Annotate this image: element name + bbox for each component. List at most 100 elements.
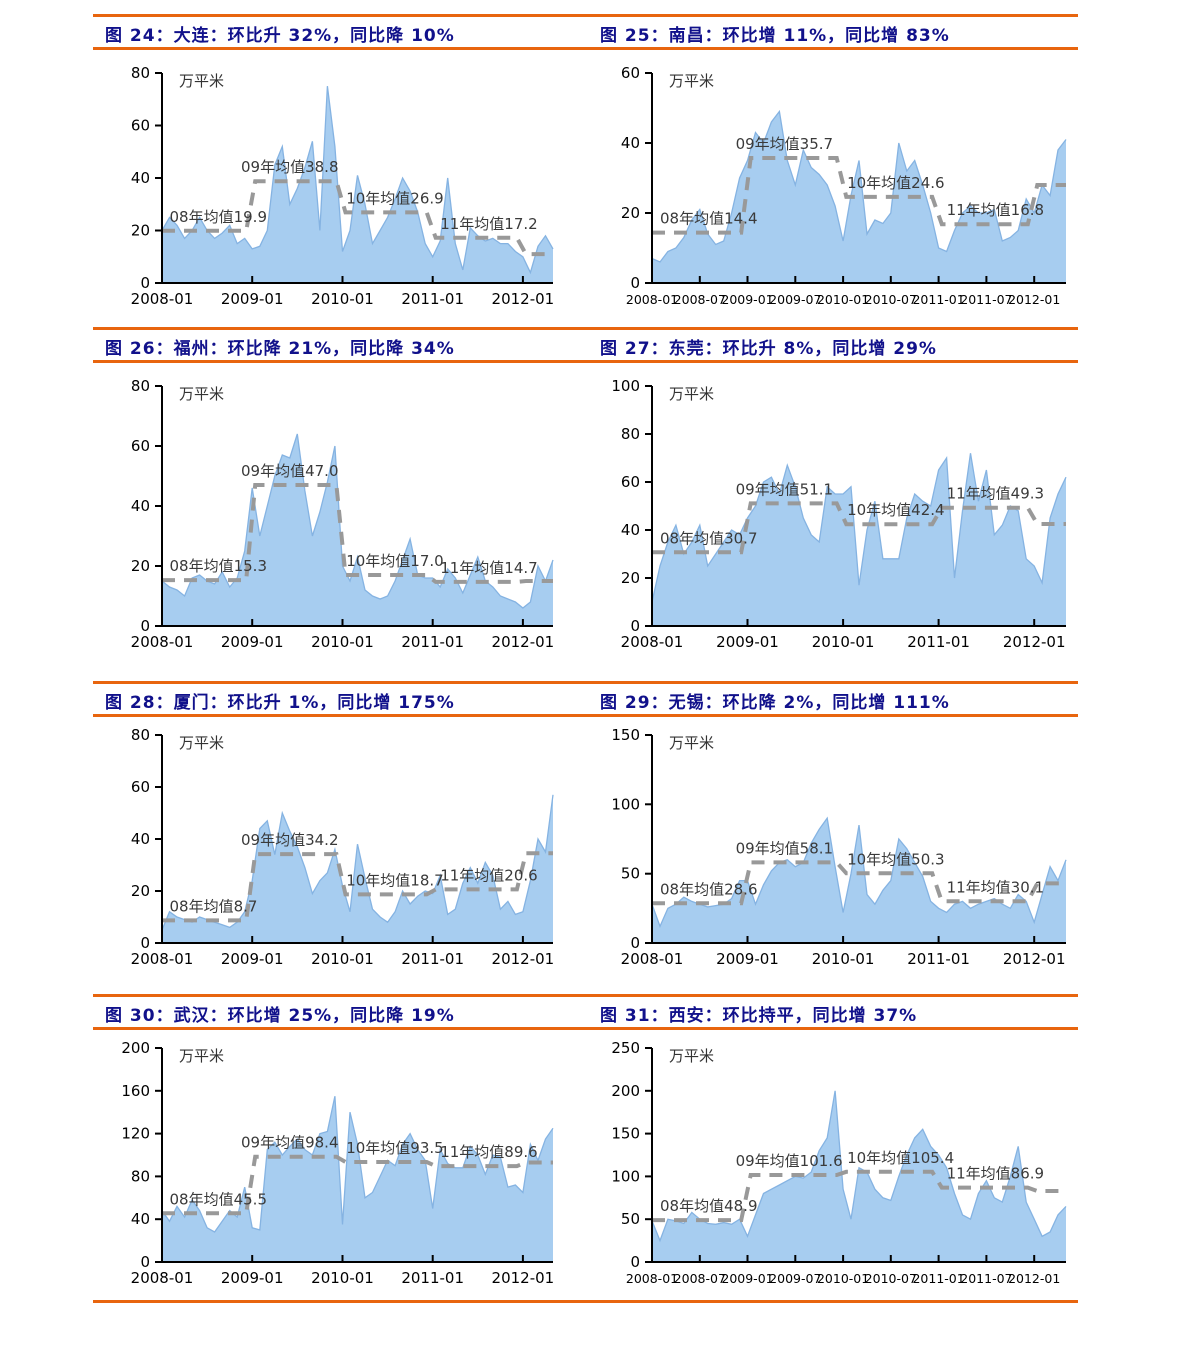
mean-annotation: 08年均值19.9 xyxy=(170,208,268,226)
chart-svg-fig31: 0 50 100 150 200 250 2008-012008-072009-012009… xyxy=(611,1039,1067,1286)
x-tick-label: 2012-01 xyxy=(1008,292,1060,307)
x-tick-label: 2012-01 xyxy=(1003,950,1066,968)
mean-annotation: 11年均值30.1 xyxy=(947,878,1045,896)
y-tick-label: 150 xyxy=(611,1125,640,1143)
x-tick-label: 2011-01 xyxy=(401,950,464,968)
bottom-rule xyxy=(93,1300,1078,1303)
y-tick-label: 150 xyxy=(611,726,640,744)
mean-annotation: 11年均值89.6 xyxy=(440,1143,538,1161)
x-tick-label: 2012-01 xyxy=(492,1269,555,1287)
supply-area-edge xyxy=(161,86,554,275)
y-tick-label: 20 xyxy=(131,222,150,240)
chart-panel-fig24: 0 20 40 60 80 2008-01 2009-01 2010-01 2011-01 201… xyxy=(110,57,565,315)
x-tick-label: 2011-01 xyxy=(401,633,464,651)
y-tick-label: 60 xyxy=(131,437,150,455)
x-tick-label: 2008-01 xyxy=(131,633,194,651)
mean-annotation: 10年均值18.7 xyxy=(346,871,444,889)
supply-area xyxy=(162,434,553,626)
x-tick-label: 2011-01 xyxy=(912,292,964,307)
chart-panel-fig28: 0 20 40 60 80 2008-01 2009-01 2010-01 2011-01 201… xyxy=(110,719,565,975)
mean-annotation: 11年均值20.6 xyxy=(440,866,538,884)
chart-svg-fig26: 0 20 40 60 80 2008-01 2009-01 2010-01 2011-01 201… xyxy=(131,377,555,651)
unit-label: 万平米 xyxy=(179,734,224,752)
mean-annotation: 09年均值35.7 xyxy=(736,135,834,153)
y-tick-label: 60 xyxy=(621,64,640,82)
mean-annotation: 10年均值93.5 xyxy=(346,1139,444,1157)
figure-title-band: 图 28：厦门：环比升 1%，同比增 175% 图 29：无锡：环比降 2%，同比… xyxy=(93,681,1078,717)
mean-annotation: 09年均值34.2 xyxy=(241,831,339,849)
y-tick-label: 100 xyxy=(611,795,640,813)
x-tick-label: 2008-01 xyxy=(131,290,194,308)
unit-label: 万平米 xyxy=(669,734,714,752)
x-tick-label: 2009-01 xyxy=(716,950,779,968)
y-tick-label: 40 xyxy=(131,830,150,848)
mean-annotation: 08年均值48.9 xyxy=(660,1197,758,1215)
y-tick-label: 0 xyxy=(630,934,640,952)
y-tick-label: 40 xyxy=(131,497,150,515)
y-tick-label: 0 xyxy=(630,274,640,292)
figure-title-fig24: 图 24：大连：环比升 32%，同比降 10% xyxy=(105,26,455,46)
figure-title-fig26: 图 26：福州：环比降 21%，同比降 34% xyxy=(105,339,455,359)
y-tick-label: 80 xyxy=(131,726,150,744)
mean-annotation: 10年均值105.4 xyxy=(847,1149,954,1167)
y-tick-label: 0 xyxy=(630,1253,640,1271)
figure-title-band: 图 26：福州：环比降 21%，同比降 34% 图 27：东莞：环比升 8%，同比… xyxy=(93,327,1078,363)
x-tick-label: 2008-01 xyxy=(131,1269,194,1287)
yearly-mean-line xyxy=(162,483,553,584)
x-tick-label: 2008-01 xyxy=(626,1271,678,1286)
x-tick-label: 2009-07 xyxy=(769,292,821,307)
supply-area-edge xyxy=(651,453,1067,603)
figure-title-fig29: 图 29：无锡：环比降 2%，同比增 111% xyxy=(600,693,950,713)
chart-svg-fig28: 0 20 40 60 80 2008-01 2009-01 2010-01 2011-01 201… xyxy=(131,726,555,968)
x-tick-label: 2008-07 xyxy=(674,1271,726,1286)
chart-svg-fig25: 02040602008-012008-072009-012009-072010-… xyxy=(621,64,1067,307)
x-tick-label: 2011-01 xyxy=(401,1269,464,1287)
x-tick-label: 2010-01 xyxy=(817,292,869,307)
figure-title-fig28: 图 28：厦门：环比升 1%，同比增 175% xyxy=(105,693,455,713)
x-tick-label: 2011-01 xyxy=(912,1271,964,1286)
x-tick-label: 2010-07 xyxy=(865,292,917,307)
yearly-mean-line xyxy=(652,860,1066,906)
mean-annotation: 10年均值50.3 xyxy=(847,850,945,868)
x-tick-label: 2008-01 xyxy=(626,292,678,307)
mean-annotation: 08年均值8.7 xyxy=(170,897,258,915)
mean-annotation: 11年均值14.7 xyxy=(440,559,538,577)
chart-svg-fig27: 0 20 40 60 80 100 2008-01 2009-01 2010-01 2011-01… xyxy=(611,377,1067,651)
supply-area-edge xyxy=(651,1090,1067,1243)
y-tick-label: 50 xyxy=(621,865,640,883)
figure-title-band: 图 24：大连：环比升 32%，同比降 10% 图 25：南昌：环比增 11%，同… xyxy=(93,14,1078,50)
yearly-mean-line xyxy=(162,179,553,257)
chart-panel-fig30: 0 40 80 120 160 200 2008-01 2009-01 2010-01 2011-… xyxy=(110,1032,565,1294)
yearly-mean-line xyxy=(162,1154,553,1216)
x-tick-label: 2012-01 xyxy=(492,950,555,968)
mean-annotation: 08年均值45.5 xyxy=(170,1190,268,1208)
y-tick-label: 20 xyxy=(621,569,640,587)
x-tick-label: 2012-01 xyxy=(492,290,555,308)
x-tick-label: 2010-01 xyxy=(311,950,374,968)
mean-annotation: 09年均值47.0 xyxy=(241,462,339,480)
x-tick-label: 2011-07 xyxy=(960,292,1012,307)
chart-panel-fig25: 0 20 40 60 2008-01 2008-07 2009-01 2009-07 2010-… xyxy=(600,57,1078,315)
y-tick-label: 60 xyxy=(621,473,640,491)
mean-annotation: 09年均值58.1 xyxy=(736,839,834,857)
supply-area xyxy=(652,1090,1066,1262)
x-tick-label: 2011-01 xyxy=(907,633,970,651)
x-tick-label: 2009-01 xyxy=(721,292,773,307)
y-tick-label: 200 xyxy=(121,1039,150,1057)
y-tick-label: 0 xyxy=(140,1253,150,1271)
x-tick-label: 2009-01 xyxy=(221,1269,284,1287)
x-tick-label: 2009-01 xyxy=(721,1271,773,1286)
supply-area-edge xyxy=(651,109,1067,263)
figure-title-band: 图 30：武汉：环比增 25%，同比降 19% 图 31：西安：环比持平，同比增 … xyxy=(93,994,1078,1030)
y-tick-label: 20 xyxy=(131,882,150,900)
chart-panel-fig26: 0 20 40 60 80 2008-01 2009-01 2010-01 2011-01 201… xyxy=(110,370,565,658)
figure-title-fig27: 图 27：东莞：环比升 8%，同比增 29% xyxy=(600,339,937,359)
supply-area xyxy=(652,111,1066,283)
mean-annotation: 08年均值14.4 xyxy=(660,210,758,228)
y-tick-label: 40 xyxy=(621,521,640,539)
supply-area xyxy=(652,453,1066,626)
x-tick-label: 2011-01 xyxy=(401,290,464,308)
y-tick-label: 100 xyxy=(611,377,640,395)
y-tick-label: 20 xyxy=(621,204,640,222)
x-tick-label: 2008-01 xyxy=(131,950,194,968)
